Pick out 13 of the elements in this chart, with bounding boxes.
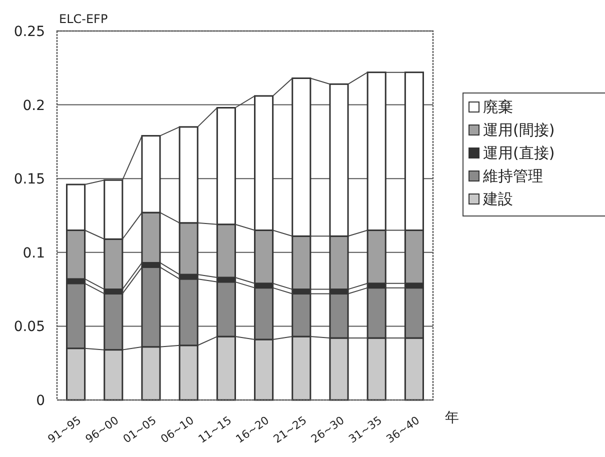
y-tick-label: 0.2 <box>22 98 45 114</box>
legend-label: 運用(直接) <box>483 144 555 162</box>
y-tick-label: 0.25 <box>14 24 45 40</box>
x-axis-title: 年 <box>445 410 459 426</box>
y-tick-label: 0.1 <box>22 245 45 262</box>
y-tick-label: 0.15 <box>14 172 45 188</box>
y-tick-label: 0 <box>36 393 45 409</box>
legend-label: 維持管理 <box>482 167 543 185</box>
y-tick-label: 0.05 <box>14 319 45 336</box>
legend-label: 廃棄 <box>483 98 513 116</box>
legend-label: 建設 <box>482 190 513 208</box>
y-axis-title: ELC-EFP <box>59 12 108 26</box>
legend-label: 運用(間接) <box>483 121 555 139</box>
